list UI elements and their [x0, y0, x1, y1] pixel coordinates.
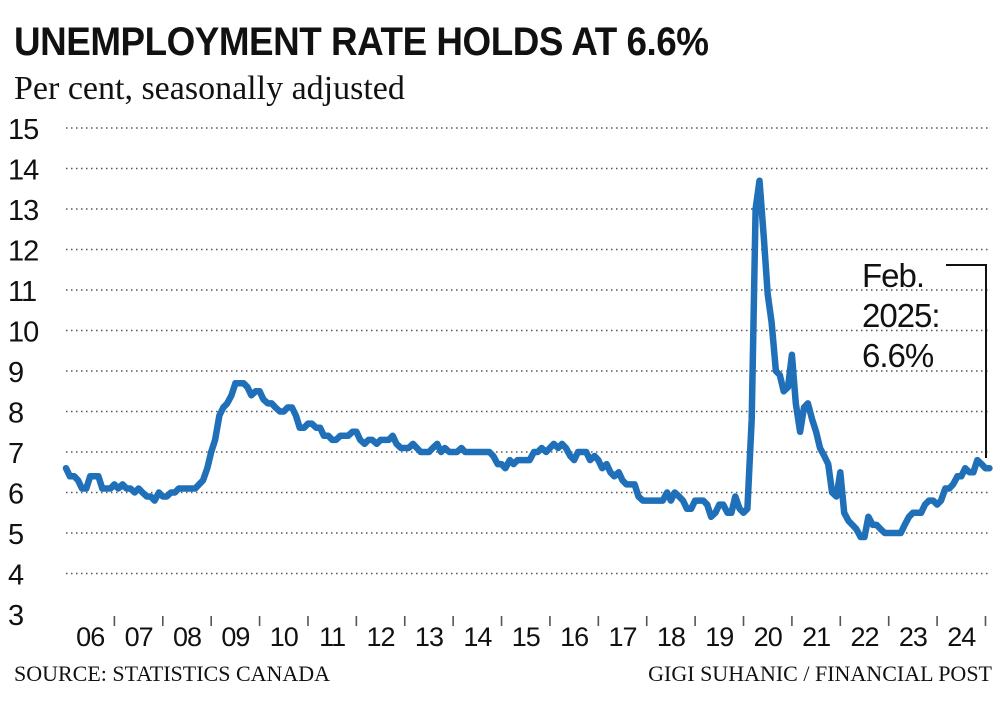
- x-tick-label: 07: [125, 622, 153, 652]
- x-tick-label: 16: [560, 622, 588, 652]
- y-tick-label: 3: [8, 600, 23, 632]
- x-tick-label: 20: [754, 622, 782, 652]
- x-tick-label: 12: [367, 622, 395, 652]
- y-tick-label: 5: [8, 519, 23, 551]
- y-tick-label: 6: [8, 479, 23, 511]
- x-tick-label: 15: [512, 622, 540, 652]
- y-tick-label: 10: [8, 317, 38, 349]
- y-tick-label: 13: [8, 195, 38, 227]
- y-tick-label: 11: [8, 276, 36, 308]
- unemployment-series-line: [62, 177, 993, 541]
- x-tick-label: 17: [609, 622, 637, 652]
- annotation-line-3: 6.6%: [862, 337, 934, 374]
- x-tick-label: 08: [173, 622, 201, 652]
- annotation-label: Feb. 2025: 6.6%: [862, 256, 941, 376]
- credit-note: GIGI SUHANIC / FINANCIAL POST: [648, 661, 992, 686]
- x-tick-label: 10: [270, 622, 298, 652]
- y-tick-label: 9: [8, 357, 23, 389]
- x-tick-label: 22: [850, 622, 878, 652]
- x-tick-label: 24: [947, 622, 976, 652]
- x-tick-label: 13: [415, 622, 443, 652]
- x-tick-label: 11: [319, 622, 345, 652]
- annotation-line-1: Feb.: [862, 257, 925, 294]
- x-tick-label: 06: [76, 622, 104, 652]
- x-tick-label: 23: [899, 622, 927, 652]
- chart-subtitle: Per cent, seasonally adjusted: [14, 70, 405, 107]
- y-tick-label: 15: [8, 114, 38, 146]
- y-tick-label: 7: [8, 438, 23, 470]
- x-tick-label: 18: [657, 622, 685, 652]
- x-tick-label: 21: [802, 622, 830, 652]
- x-tick-label: 14: [463, 622, 492, 652]
- x-tick-label: 19: [705, 622, 733, 652]
- source-note: SOURCE: STATISTICS CANADA: [14, 661, 331, 686]
- annotation-leader-line: [946, 264, 987, 458]
- y-tick-label: 4: [8, 560, 24, 592]
- chart-title: UNEMPLOYMENT RATE HOLDS AT 6.6%: [14, 20, 709, 64]
- y-tick-label: 14: [8, 155, 39, 187]
- x-tick-label: 09: [221, 622, 249, 652]
- y-tick-label: 12: [8, 236, 38, 268]
- annotation-line-2: 2025:: [862, 297, 941, 334]
- y-tick-label: 8: [8, 398, 23, 430]
